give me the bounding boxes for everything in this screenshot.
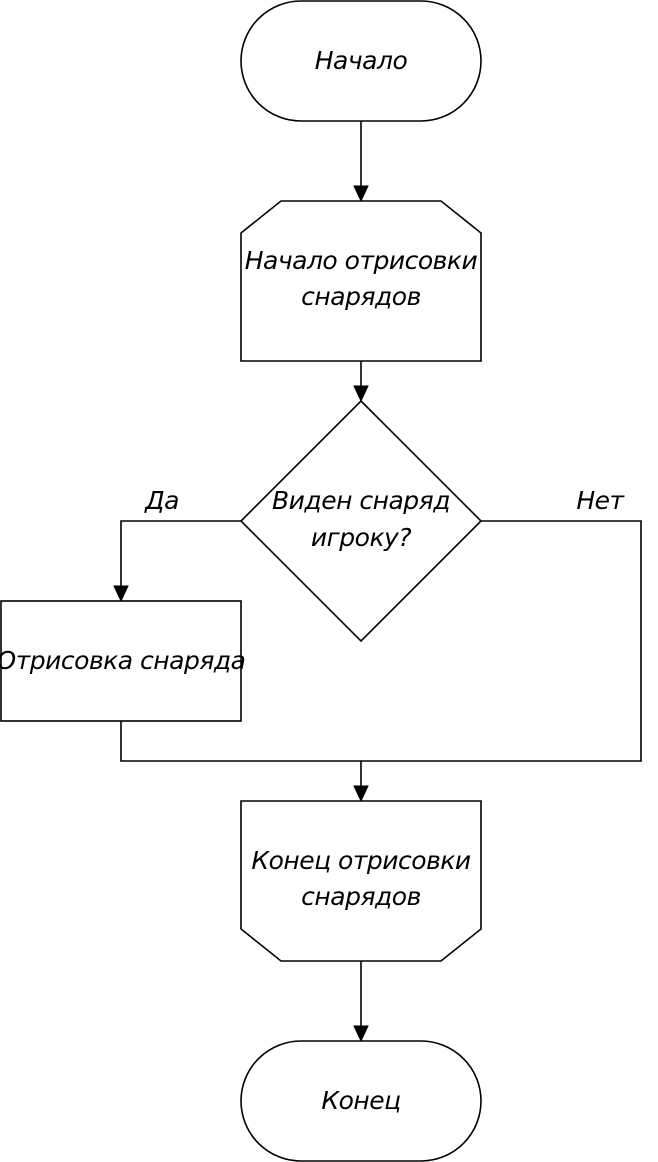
decision-diamond: Виден снаряд игроку? bbox=[239, 399, 483, 643]
loop-end-block: Конец отрисовки снарядов bbox=[240, 800, 482, 962]
edge-no-branch: Нет bbox=[361, 486, 642, 762]
start-label: Начало bbox=[315, 46, 408, 75]
no-label: Нет bbox=[576, 486, 625, 515]
edge-draw-to-loop-end bbox=[120, 721, 369, 803]
draw-projectile-block: Отрисовка снаряда bbox=[0, 600, 246, 722]
loop-end-label-line1: Конец отрисовки bbox=[251, 846, 471, 875]
decision-label-line1: Виден снаряд bbox=[272, 486, 450, 515]
decision-label-line2: игроку? bbox=[311, 523, 411, 552]
loop-begin-block: Начало отрисовки снарядов bbox=[240, 200, 482, 362]
yes-label: Да bbox=[144, 486, 179, 515]
start-terminator: Начало bbox=[240, 0, 482, 122]
loop-end-label-line2: снарядов bbox=[301, 882, 421, 911]
end-label: Конец bbox=[321, 1086, 400, 1115]
draw-projectile-label: Отрисовка снаряда bbox=[0, 646, 245, 675]
loop-begin-label-line2: снарядов bbox=[301, 282, 421, 311]
end-terminator: Конец bbox=[240, 1040, 482, 1162]
loop-begin-label-line1: Начало отрисовки bbox=[245, 246, 478, 275]
edge-start-to-loop-begin bbox=[353, 121, 369, 203]
edge-yes-branch: Да bbox=[113, 486, 241, 603]
edge-loop-begin-to-decision bbox=[353, 361, 369, 403]
edge-loop-end-to-end bbox=[353, 961, 369, 1043]
